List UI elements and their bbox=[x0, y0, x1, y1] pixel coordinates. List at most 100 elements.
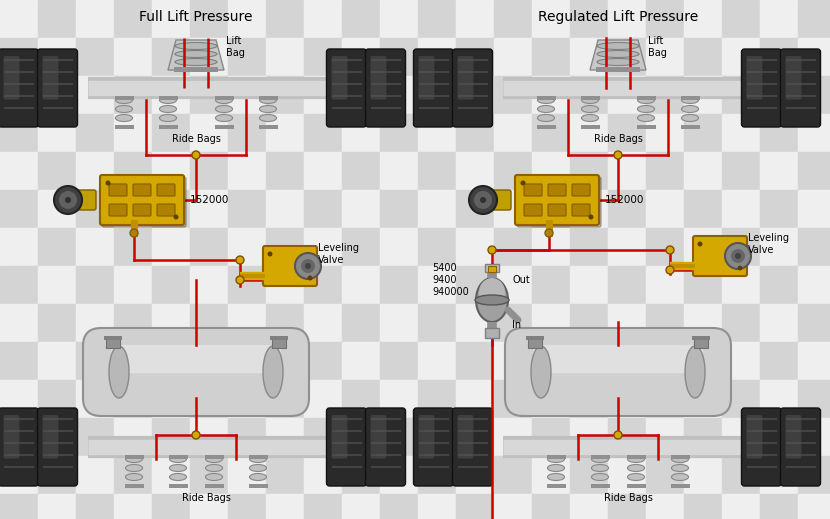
Bar bbox=[380, 494, 418, 519]
FancyBboxPatch shape bbox=[487, 190, 511, 210]
Text: 152000: 152000 bbox=[190, 195, 229, 205]
Bar bbox=[456, 266, 494, 304]
Bar bbox=[114, 76, 152, 114]
Bar bbox=[684, 0, 722, 38]
FancyBboxPatch shape bbox=[263, 246, 317, 286]
Bar bbox=[76, 76, 114, 114]
Bar bbox=[798, 418, 830, 456]
Bar bbox=[266, 456, 304, 494]
Bar bbox=[114, 342, 152, 380]
Bar bbox=[494, 152, 532, 190]
Bar bbox=[342, 152, 380, 190]
Bar bbox=[76, 114, 114, 152]
Bar bbox=[798, 304, 830, 342]
Bar bbox=[228, 76, 266, 114]
Bar bbox=[342, 304, 380, 342]
Bar bbox=[152, 228, 190, 266]
Bar bbox=[456, 342, 494, 380]
Bar bbox=[485, 328, 499, 338]
FancyBboxPatch shape bbox=[326, 408, 367, 486]
Bar bbox=[114, 114, 152, 152]
Ellipse shape bbox=[597, 50, 639, 58]
Bar bbox=[228, 266, 266, 304]
Bar bbox=[722, 190, 760, 228]
Bar bbox=[38, 304, 76, 342]
Circle shape bbox=[192, 431, 200, 439]
Bar bbox=[456, 304, 494, 342]
Bar bbox=[342, 456, 380, 494]
Bar bbox=[248, 484, 267, 488]
Ellipse shape bbox=[175, 59, 217, 65]
Bar bbox=[380, 114, 418, 152]
FancyBboxPatch shape bbox=[457, 56, 473, 100]
Bar bbox=[798, 114, 830, 152]
Ellipse shape bbox=[548, 473, 564, 481]
Bar bbox=[456, 418, 494, 456]
Bar bbox=[342, 190, 380, 228]
Bar bbox=[380, 0, 418, 38]
FancyBboxPatch shape bbox=[109, 204, 127, 216]
FancyBboxPatch shape bbox=[746, 415, 763, 459]
Ellipse shape bbox=[109, 346, 129, 398]
Bar bbox=[418, 494, 456, 519]
FancyBboxPatch shape bbox=[505, 328, 731, 416]
Bar bbox=[418, 76, 456, 114]
Bar bbox=[304, 190, 342, 228]
Bar bbox=[204, 455, 223, 459]
Bar bbox=[76, 38, 114, 76]
Ellipse shape bbox=[597, 59, 639, 65]
Bar bbox=[570, 418, 608, 456]
Circle shape bbox=[469, 186, 497, 214]
Bar bbox=[494, 418, 532, 456]
FancyBboxPatch shape bbox=[741, 49, 782, 127]
Bar bbox=[380, 228, 418, 266]
Bar bbox=[646, 0, 684, 38]
Bar bbox=[190, 76, 228, 114]
Bar bbox=[190, 228, 228, 266]
Bar bbox=[722, 266, 760, 304]
Bar bbox=[114, 494, 152, 519]
Bar bbox=[608, 494, 646, 519]
Bar bbox=[608, 342, 646, 380]
Bar bbox=[380, 304, 418, 342]
Bar bbox=[0, 418, 38, 456]
Ellipse shape bbox=[538, 115, 554, 121]
Bar bbox=[456, 38, 494, 76]
Bar bbox=[258, 125, 277, 129]
Bar bbox=[418, 0, 456, 38]
Bar bbox=[38, 76, 76, 114]
Ellipse shape bbox=[250, 465, 266, 471]
Bar bbox=[684, 114, 722, 152]
Bar bbox=[608, 304, 646, 342]
Bar bbox=[580, 96, 599, 100]
Bar bbox=[248, 455, 267, 459]
FancyBboxPatch shape bbox=[418, 56, 434, 100]
Text: Lift
Bag: Lift Bag bbox=[226, 36, 245, 58]
Bar bbox=[546, 484, 565, 488]
Bar bbox=[532, 266, 570, 304]
Bar bbox=[266, 152, 304, 190]
Circle shape bbox=[735, 253, 741, 259]
Bar bbox=[115, 125, 134, 129]
Bar bbox=[760, 0, 798, 38]
Bar bbox=[418, 380, 456, 418]
Bar bbox=[228, 228, 266, 266]
Bar bbox=[266, 266, 304, 304]
FancyBboxPatch shape bbox=[370, 415, 387, 459]
Circle shape bbox=[731, 249, 745, 263]
Bar bbox=[798, 266, 830, 304]
Ellipse shape bbox=[169, 473, 187, 481]
FancyBboxPatch shape bbox=[37, 408, 77, 486]
Bar bbox=[0, 152, 38, 190]
Bar bbox=[152, 38, 190, 76]
Bar bbox=[152, 266, 190, 304]
Ellipse shape bbox=[548, 465, 564, 471]
Ellipse shape bbox=[216, 115, 232, 121]
Bar bbox=[526, 336, 544, 340]
Ellipse shape bbox=[637, 105, 655, 113]
Bar bbox=[0, 76, 38, 114]
Bar bbox=[104, 336, 122, 340]
Bar bbox=[76, 152, 114, 190]
Ellipse shape bbox=[681, 105, 699, 113]
FancyBboxPatch shape bbox=[37, 49, 77, 127]
